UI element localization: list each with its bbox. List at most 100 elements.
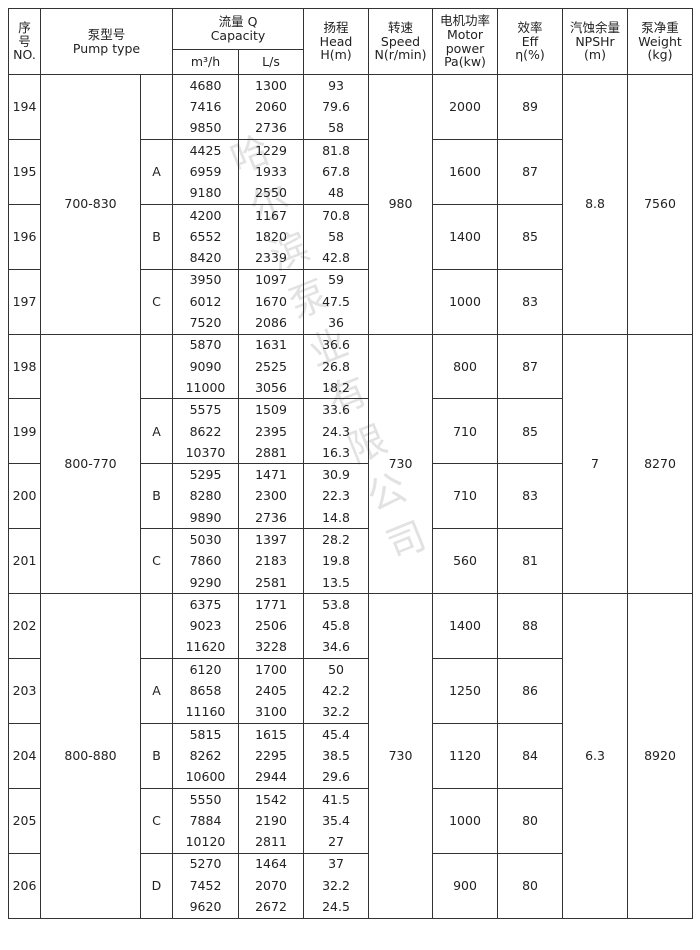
cell-ls: 1464	[237, 852, 305, 875]
header-ls: L/s	[237, 49, 305, 75]
efficiency: 83	[497, 268, 564, 335]
cell-head: 70.8	[303, 203, 370, 227]
pump-type: 700-830	[40, 74, 141, 335]
cell-head: 47.5	[303, 290, 370, 313]
motor-power: 710	[432, 463, 499, 530]
row-no: 203	[8, 658, 41, 724]
cell-m3h: 10370	[172, 442, 239, 465]
table-row: 198 800-770 5870 1631 36.6 730 800 87 7 8270	[8, 333, 694, 595]
header-pump-type: 泵型号 Pump type	[40, 8, 173, 75]
cell-m3h: 5030	[172, 528, 239, 551]
cell-ls: 3100	[237, 701, 305, 724]
no-line: 序	[18, 19, 31, 35]
cell-m3h: 5295	[172, 463, 239, 486]
cell-ls: 2881	[237, 442, 305, 465]
row-no: 205	[8, 787, 41, 854]
row-no: 204	[8, 722, 41, 789]
npshr: 8.8	[562, 74, 629, 335]
impeller-suffix: C	[140, 268, 173, 335]
header-head: 扬程 Head H(m)	[303, 8, 370, 75]
motor-power: 1400	[432, 203, 499, 270]
eff-line: 效率	[517, 19, 543, 35]
pump-type: 800-770	[40, 333, 141, 595]
impeller-suffix: A	[140, 658, 173, 724]
cell-m3h: 7860	[172, 550, 239, 572]
pump-type: 800-880	[40, 593, 141, 919]
cell-head: 18.2	[303, 377, 370, 400]
table-row: 10370 2881 16.3	[9, 442, 693, 465]
table-row: 196 B 4200 1167 70.8 1400 85	[8, 203, 693, 270]
impeller-suffix: B	[140, 203, 173, 270]
speed: 980	[368, 74, 434, 335]
weight-line: (kg)	[647, 47, 673, 63]
cell-head: 29.6	[303, 766, 370, 789]
impeller-suffix: B	[140, 463, 173, 530]
cell-m3h: 3950	[172, 268, 239, 291]
cell-head: 22.3	[303, 485, 370, 507]
cell-ls: 2581	[237, 571, 305, 595]
impeller-suffix	[140, 74, 173, 140]
header-eff: 效率 Eff η(%)	[497, 8, 564, 75]
efficiency: 86	[497, 658, 564, 724]
cell-head: 48	[303, 182, 370, 205]
header-weight: 泵净重 Weight (kg)	[627, 8, 694, 75]
cell-head: 14.8	[303, 506, 370, 530]
power-line: power	[445, 40, 485, 56]
cell-ls: 2550	[237, 182, 305, 205]
table-row: 6552 1820 58	[9, 226, 693, 248]
cell-head: 53.8	[303, 593, 370, 616]
motor-power: 800	[432, 333, 499, 400]
cell-ls: 2339	[237, 247, 305, 270]
cell-head: 42.2	[303, 680, 370, 702]
table-row: 197 C 3950 1097 59 1000 83	[8, 268, 693, 335]
row-no: 197	[8, 268, 41, 335]
motor-power: 2000	[432, 74, 499, 140]
efficiency: 80	[497, 787, 564, 854]
motor-power: 1000	[432, 787, 499, 854]
capacity-line: 流量 Q	[218, 14, 258, 30]
cell-m3h: 11620	[172, 636, 239, 660]
cell-head: 24.3	[303, 420, 370, 443]
cell-m3h: 4425	[172, 138, 239, 162]
motor-power: 710	[432, 398, 499, 465]
efficiency: 80	[497, 852, 564, 919]
cell-ls: 1167	[237, 203, 305, 227]
cell-m3h: 5870	[172, 333, 239, 356]
weight-line: Weight	[638, 33, 682, 49]
weight-line: 泵净重	[641, 19, 679, 35]
row-no: 195	[8, 138, 41, 205]
table-row: 6012 1670 47.5	[9, 290, 693, 313]
table-row: 9090 2525 26.8	[9, 355, 693, 378]
speed-line: 转速	[388, 19, 414, 35]
cell-m3h: 7884	[172, 810, 239, 832]
cell-ls: 2190	[237, 810, 305, 832]
cell-head: 26.8	[303, 355, 370, 378]
cell-m3h: 9850	[172, 117, 239, 140]
cell-ls: 1097	[237, 268, 305, 291]
cell-head: 38.5	[303, 745, 370, 767]
header-no: 序号 NO.	[8, 8, 41, 75]
cell-head: 28.2	[303, 528, 370, 551]
cell-head: 32.2	[303, 874, 370, 897]
cell-ls: 2395	[237, 420, 305, 443]
table-row: 7452 2070 32.2	[9, 874, 693, 897]
table-row: 11160 3100 32.2	[9, 701, 693, 724]
cell-m3h: 9180	[172, 182, 239, 205]
table-row: 205 C 5550 1542 41.5 1000 80	[8, 787, 693, 854]
npshr: 7	[562, 333, 629, 595]
power-line: Motor	[446, 26, 484, 42]
cell-head: 27	[303, 831, 370, 854]
cell-m3h: 10600	[172, 766, 239, 789]
table-row: 195 A 4425 1229 81.8 1600 87	[8, 138, 693, 205]
impeller-suffix	[140, 333, 173, 400]
impeller-suffix: C	[140, 528, 173, 595]
head-line: Head	[319, 33, 353, 49]
table-row: 7416 2060 79.6	[9, 96, 693, 118]
cell-head: 30.9	[303, 463, 370, 486]
row-no: 202	[8, 593, 41, 660]
efficiency: 84	[497, 722, 564, 789]
cell-ls: 2736	[237, 117, 305, 140]
cell-head: 79.6	[303, 96, 370, 118]
cell-ls: 2944	[237, 766, 305, 789]
speed-line: Speed	[380, 33, 421, 49]
